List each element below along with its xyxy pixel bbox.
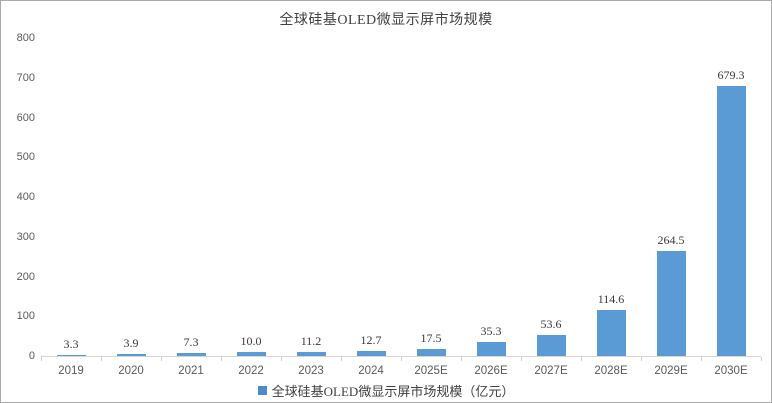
x-axis-category-label: 2021 — [178, 365, 204, 377]
bar-value-label: 114.6 — [597, 292, 625, 307]
bar — [356, 350, 386, 356]
x-axis-tick — [461, 357, 462, 361]
y-axis-tick-label: 800 — [16, 32, 35, 44]
x-axis-tick — [221, 357, 222, 361]
legend: 全球硅基OLED微显示屏市场规模（亿元） — [1, 381, 771, 400]
bar — [56, 354, 86, 356]
x-axis-tick — [641, 357, 642, 361]
x-axis-tick — [41, 357, 42, 361]
x-axis-category-label: 2026E — [474, 365, 508, 377]
y-axis-tick-label: 200 — [16, 270, 35, 283]
bar — [176, 353, 206, 356]
x-axis-tick — [341, 357, 342, 361]
y-axis-tick-label: 600 — [16, 111, 35, 124]
bar-value-label: 12.7 — [360, 332, 382, 347]
bar-value-label: 264.5 — [657, 232, 685, 247]
bar-value-label: 679.3 — [717, 67, 745, 82]
x-axis-tick — [101, 357, 102, 361]
bar-value-label: 35.3 — [480, 323, 502, 338]
y-axis-tick-label: 0 — [28, 350, 35, 362]
chart-title: 全球硅基OLED微显示屏市场规模 — [279, 13, 493, 28]
x-axis-tick — [521, 357, 522, 361]
x-axis-tick — [161, 357, 162, 361]
y-axis-tick-label: 700 — [16, 71, 35, 84]
x-axis-category-label: 2022 — [238, 365, 264, 377]
x-axis-category-label: 2028E — [594, 365, 628, 377]
bar-value-label: 11.2 — [300, 333, 322, 348]
bar — [476, 341, 506, 356]
legend-label: 全球硅基OLED微显示屏市场规模（亿元） — [271, 384, 515, 399]
y-axis-tick-label: 500 — [16, 151, 35, 164]
x-axis-tick — [401, 357, 402, 361]
bar-value-label: 17.5 — [420, 331, 442, 346]
bar — [656, 250, 686, 356]
bar — [596, 310, 626, 356]
x-axis-line — [41, 356, 761, 357]
bar — [536, 334, 566, 356]
x-axis-tick — [761, 357, 762, 361]
bar — [416, 349, 446, 356]
x-axis-tick — [581, 357, 582, 361]
bar — [296, 351, 326, 356]
x-axis-tick — [281, 357, 282, 361]
y-axis-tick-label: 400 — [16, 191, 35, 203]
x-axis-category-label: 2024 — [358, 365, 384, 377]
y-axis-tick-label: 300 — [16, 230, 35, 243]
x-axis-category-label: 2020 — [118, 365, 144, 377]
y-axis-tick-label: 100 — [16, 310, 35, 323]
x-axis-category-label: 2030E — [714, 365, 748, 377]
x-axis-category-label: 2029E — [654, 365, 688, 377]
bar — [116, 354, 146, 356]
bar-value-label: 3.3 — [63, 336, 79, 351]
x-axis-tick — [701, 357, 702, 361]
bar — [716, 85, 746, 356]
x-axis-category-label: 2023 — [298, 365, 324, 377]
x-axis-category-label: 2025E — [414, 365, 448, 377]
bar-value-label: 53.6 — [540, 316, 562, 331]
bar-value-label: 3.9 — [123, 336, 139, 351]
bar — [236, 352, 266, 356]
x-axis-category-label: 2019 — [58, 365, 84, 377]
legend-marker-icon — [257, 386, 267, 395]
bar-value-label: 7.3 — [183, 335, 199, 350]
bar-value-label: 10.0 — [240, 334, 262, 349]
x-axis-category-label: 2027E — [534, 365, 568, 377]
